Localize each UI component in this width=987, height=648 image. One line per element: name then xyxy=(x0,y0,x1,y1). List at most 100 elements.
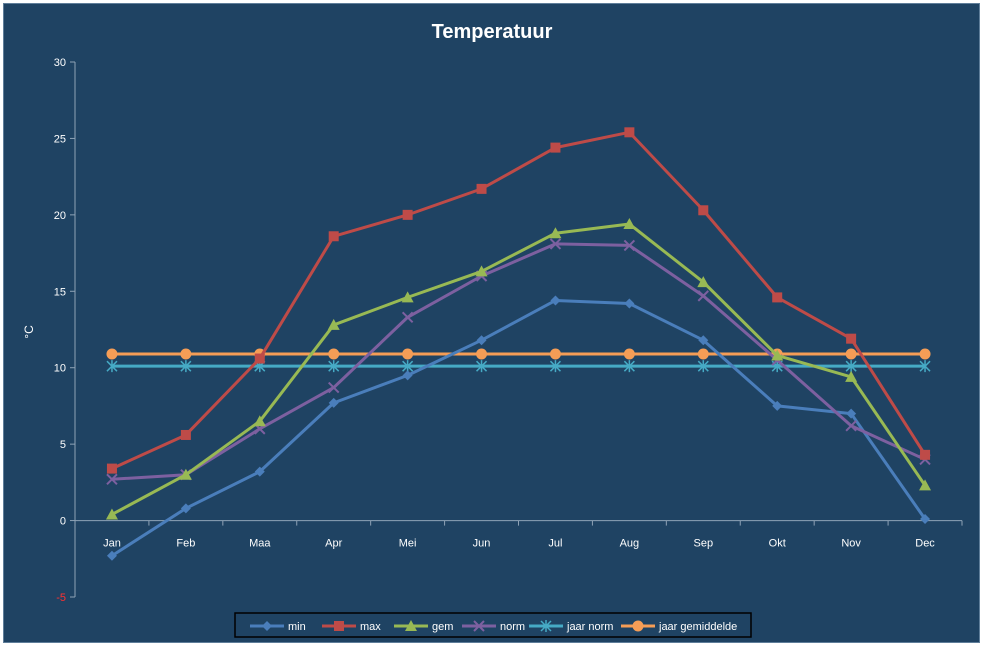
data-point xyxy=(180,503,191,514)
data-point xyxy=(402,370,413,381)
data-point xyxy=(845,360,857,373)
data-point xyxy=(106,473,118,486)
data-point xyxy=(919,479,932,491)
data-point xyxy=(772,292,783,303)
temperature-chart: Temperatuur °C -5 0 5 10 15 20 25 30 Jan Feb Maa Ap… xyxy=(22,21,963,638)
data-point xyxy=(179,468,192,480)
legend-item-gem: gem xyxy=(394,620,453,633)
legend-marker xyxy=(540,620,552,632)
data-point xyxy=(106,360,118,373)
x-tick-label: Dec xyxy=(915,538,935,550)
data-point xyxy=(845,348,857,360)
data-point xyxy=(845,420,857,432)
series-jaar-norm xyxy=(106,360,931,373)
data-point xyxy=(476,183,487,194)
data-point xyxy=(920,449,931,460)
y-tick-label: 15 xyxy=(54,286,66,298)
legend-item-jaar-gemiddelde: jaar gemiddelde xyxy=(621,620,737,633)
data-point xyxy=(549,360,561,373)
data-point xyxy=(697,276,710,288)
series-jaar-gemiddelde xyxy=(106,348,931,360)
x-tick-label: Okt xyxy=(769,538,786,550)
data-point xyxy=(475,265,488,277)
data-point xyxy=(919,360,931,373)
legend-label: min xyxy=(288,621,306,633)
legend: min max gem norm jaar norm jaar gemiddelde xyxy=(234,612,752,638)
data-point xyxy=(106,550,117,561)
data-point xyxy=(402,348,414,360)
data-point xyxy=(105,508,118,520)
data-point xyxy=(845,370,858,382)
data-point xyxy=(698,205,709,216)
series-min xyxy=(106,295,931,561)
data-point xyxy=(180,360,192,373)
x-tick-label: Aug xyxy=(620,538,640,550)
series-line xyxy=(111,222,927,516)
data-point xyxy=(697,360,709,373)
data-point xyxy=(697,290,709,302)
x-tick-label: Mei xyxy=(399,538,417,550)
data-point xyxy=(919,348,931,360)
data-point xyxy=(772,400,783,411)
legend-label: max xyxy=(360,621,381,633)
data-point xyxy=(476,335,487,346)
legend-item-min: min xyxy=(250,621,306,633)
x-tick-label: Jan xyxy=(103,538,121,550)
data-point xyxy=(549,227,562,239)
data-point xyxy=(401,311,414,323)
legend-label: norm xyxy=(500,621,525,633)
data-point xyxy=(624,127,635,138)
data-point xyxy=(623,348,635,360)
y-tick-label: -5 xyxy=(56,592,66,604)
data-point xyxy=(328,348,340,360)
x-tick-label: Sep xyxy=(694,538,714,550)
data-point xyxy=(549,238,562,250)
series-line xyxy=(111,242,926,481)
data-point xyxy=(402,360,414,373)
y-tick-label: 0 xyxy=(60,516,66,528)
legend-marker xyxy=(405,620,417,631)
chart-frame: Temperatuur °C -5 0 5 10 15 20 25 30 Jan Feb Maa Ap… xyxy=(3,3,980,643)
data-point xyxy=(476,360,488,373)
series-line xyxy=(111,130,927,470)
data-point xyxy=(327,318,340,330)
chart-title: Temperatuur xyxy=(432,21,553,43)
data-point xyxy=(476,348,488,360)
data-point xyxy=(698,335,709,346)
data-point xyxy=(106,348,118,360)
x-tick-label: Maa xyxy=(249,538,271,550)
data-point xyxy=(180,429,191,440)
data-point xyxy=(697,348,709,360)
series-group xyxy=(105,127,932,561)
data-point xyxy=(401,291,414,303)
y-tick-label: 25 xyxy=(54,133,66,145)
x-tick-label: Jul xyxy=(548,538,562,550)
legend-marker xyxy=(334,621,344,631)
legend-label: jaar gemiddelde xyxy=(658,621,737,633)
data-point xyxy=(771,349,784,361)
legend-marker xyxy=(632,620,644,632)
data-point xyxy=(623,239,636,252)
legend-label: jaar norm xyxy=(566,621,613,633)
legend-item-norm: norm xyxy=(462,620,525,633)
data-point xyxy=(623,360,635,373)
series-line xyxy=(111,298,927,557)
y-tick-label: 20 xyxy=(54,210,66,222)
data-point xyxy=(328,231,339,242)
x-tick-label: Apr xyxy=(325,538,342,550)
data-point xyxy=(254,353,265,364)
data-point xyxy=(846,333,857,344)
y-tick-label: 10 xyxy=(54,363,66,375)
data-point xyxy=(550,295,561,306)
data-point xyxy=(328,360,340,373)
data-point xyxy=(624,298,635,309)
data-point xyxy=(106,463,117,474)
series-max xyxy=(106,127,931,474)
y-tick-label: 30 xyxy=(54,57,66,69)
legend-item-max: max xyxy=(322,621,381,633)
legend-item-jaar-norm: jaar norm xyxy=(529,620,613,633)
data-point xyxy=(623,218,636,230)
data-point xyxy=(549,348,561,360)
legend-marker xyxy=(473,620,485,632)
data-point xyxy=(253,415,266,427)
